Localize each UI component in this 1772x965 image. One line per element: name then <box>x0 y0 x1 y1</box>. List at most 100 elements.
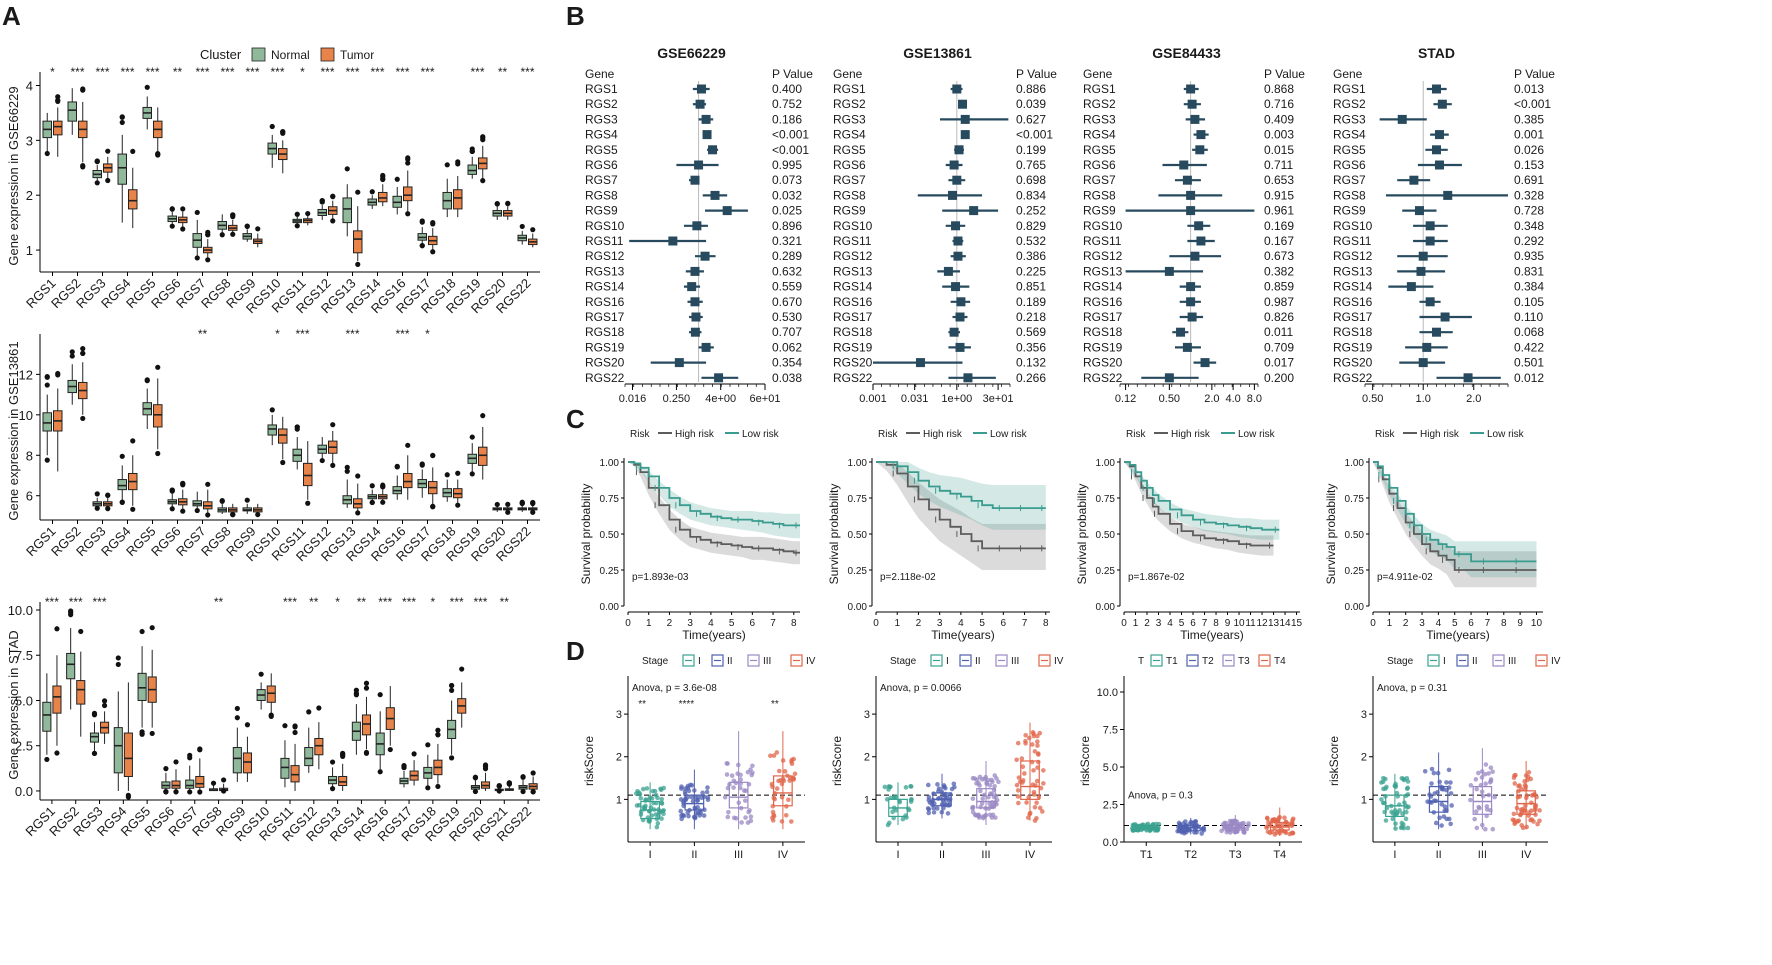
hazard-ratio-square <box>701 114 711 124</box>
x-tick-label: I <box>896 849 899 861</box>
outlier <box>419 461 425 467</box>
legend-label-low: Low risk <box>742 429 780 440</box>
gene-label: RGS14 <box>585 280 625 294</box>
box-tumor <box>290 765 300 783</box>
data-point <box>1405 825 1411 831</box>
gene-label: RGS8 <box>1083 188 1116 202</box>
x-tick-label: 6 <box>1001 618 1007 629</box>
hazard-ratio-square <box>1406 282 1416 292</box>
hazard-ratio-square <box>949 327 959 337</box>
legend-label: II <box>727 656 733 667</box>
col-header-pvalue: P Value <box>1016 67 1057 81</box>
gene-label: RGS18 <box>585 325 625 339</box>
p-value: 0.831 <box>1514 264 1544 278</box>
outlier <box>55 372 61 378</box>
outlier <box>169 487 175 493</box>
data-point <box>700 790 705 796</box>
data-point <box>1034 800 1039 806</box>
y-tick-label: 7.5 <box>15 648 33 663</box>
hazard-ratio-square <box>1195 145 1205 155</box>
x-tick-label: 3e+01 <box>983 393 1014 405</box>
legend-title: Risk <box>630 429 650 440</box>
data-point <box>640 786 646 792</box>
outlier <box>230 231 236 237</box>
data-point <box>996 779 1001 785</box>
p-value: 0.886 <box>1016 82 1046 96</box>
data-point <box>653 792 659 798</box>
outlier <box>125 792 131 798</box>
x-tick-label: 11 <box>1245 618 1256 629</box>
data-point <box>1517 794 1523 799</box>
col-header-gene: Gene <box>1333 67 1363 81</box>
p-value: 0.501 <box>1514 356 1544 370</box>
data-point <box>1036 752 1041 757</box>
data-point <box>1483 762 1489 767</box>
significance-mark: *** <box>450 595 464 609</box>
data-point <box>1435 789 1440 795</box>
x-tick-label: 4 <box>958 618 964 629</box>
gene-label: RGS13 <box>1083 264 1123 278</box>
outlier <box>221 777 227 783</box>
data-point <box>1382 809 1387 815</box>
legend-title: Stage <box>890 656 917 667</box>
data-point <box>1130 822 1136 828</box>
data-point <box>1405 779 1411 784</box>
outlier <box>130 148 136 155</box>
p-value: 0.328 <box>1514 188 1544 202</box>
outlier <box>268 713 274 719</box>
outlier <box>530 509 536 515</box>
outlier <box>444 472 450 478</box>
hazard-ratio-square <box>1200 358 1210 368</box>
data-point <box>750 770 755 776</box>
data-point <box>661 785 667 791</box>
data-point <box>1020 764 1026 769</box>
significance-mark: *** <box>70 65 84 79</box>
outlier <box>505 501 511 507</box>
outlier <box>219 232 225 238</box>
outlier <box>169 223 175 229</box>
data-point <box>742 798 748 803</box>
hazard-ratio-square <box>969 206 979 216</box>
p-value: 0.321 <box>772 234 802 248</box>
hazard-ratio-square <box>960 130 970 140</box>
significance-mark: *** <box>395 65 409 79</box>
outlier <box>330 422 336 428</box>
data-point <box>1449 803 1454 808</box>
data-point <box>685 785 691 791</box>
data-point <box>746 809 751 815</box>
p-value: <0.001 <box>1016 128 1053 142</box>
data-point <box>1192 820 1197 825</box>
data-point <box>698 810 703 816</box>
gene-label: RGS13 <box>833 264 873 278</box>
box-tumor <box>266 685 276 703</box>
data-point <box>1444 780 1449 785</box>
data-point <box>738 777 743 782</box>
outlier <box>494 501 500 508</box>
survival-curve-low <box>1373 461 1537 563</box>
legend-title: Risk <box>1375 429 1395 440</box>
y-tick-label: 0.25 <box>600 566 620 577</box>
p-value: 0.530 <box>772 310 802 324</box>
outlier <box>405 211 411 217</box>
data-point <box>886 820 892 826</box>
hazard-ratio-square <box>1425 236 1435 246</box>
outlier <box>280 129 286 135</box>
outlier <box>55 98 61 104</box>
box-tumor <box>378 191 388 203</box>
x-tick-label: 4e+00 <box>705 393 736 405</box>
data-point <box>1468 783 1474 788</box>
hazard-ratio-square <box>1425 221 1435 231</box>
data-point <box>693 810 699 816</box>
y-axis-label: Survival probability <box>1075 484 1089 585</box>
data-point <box>1472 816 1477 822</box>
survival-curve-low <box>1124 461 1280 531</box>
data-point <box>1234 829 1240 835</box>
hazard-ratio-square <box>696 84 706 94</box>
data-point <box>1439 823 1444 828</box>
x-tick-label: 2.0 <box>1204 393 1219 405</box>
data-point <box>1031 768 1036 773</box>
hazard-ratio-square <box>958 99 968 109</box>
data-point <box>724 761 730 766</box>
